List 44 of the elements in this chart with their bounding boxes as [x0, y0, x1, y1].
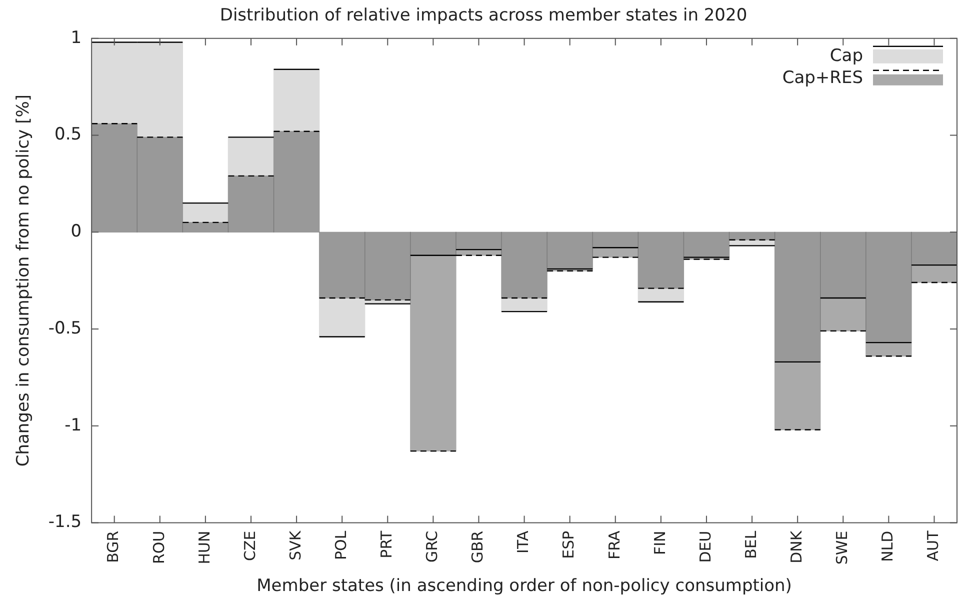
- x-tick-label: BGR: [104, 530, 122, 563]
- legend-label: Cap+RES: [782, 68, 863, 88]
- x-tick-label: AUT: [924, 530, 942, 562]
- bar: [410, 232, 456, 452]
- x-axis-title: Member states (in ascending order of non-policy consumption): [256, 576, 792, 596]
- x-tick-label: NLD: [878, 530, 897, 562]
- y-tick-label: -1: [64, 415, 82, 436]
- bar: [728, 232, 776, 240]
- x-tick-label: GRC: [423, 530, 442, 563]
- bar: [820, 232, 866, 332]
- x-tick-label: SWE: [833, 530, 852, 565]
- bar: [136, 136, 183, 232]
- bar: [638, 232, 684, 289]
- bar: [592, 232, 638, 258]
- bar: [228, 176, 274, 232]
- y-tick-label: 1: [70, 28, 82, 48]
- x-tick-label: ROU: [150, 530, 168, 564]
- x-tick-label: CZE: [240, 530, 259, 562]
- x-tick-label: POL: [332, 530, 350, 560]
- y-tick-label: 0.5: [54, 124, 82, 145]
- chart-title: Distribution of relative impacts across member states in 2020: [220, 6, 748, 26]
- bar: [456, 232, 502, 256]
- x-tick-label: PRT: [378, 530, 396, 558]
- bar: [182, 222, 229, 232]
- x-tick-label: ITA: [514, 530, 532, 554]
- bar: [273, 131, 320, 232]
- x-tick-label: FRA: [605, 530, 624, 560]
- x-tick-label: HUN: [195, 530, 214, 564]
- bar: [92, 123, 138, 232]
- x-tick-label: DEU: [696, 530, 714, 563]
- y-tick-label: -1.5: [48, 512, 82, 532]
- y-tick-label: 0: [70, 222, 82, 242]
- y-axis-title: Changes in consumption from no policy [%]: [14, 94, 34, 467]
- x-tick-label: DNK: [787, 530, 806, 564]
- y-tick-label: -0.5: [48, 318, 82, 338]
- bar: [911, 232, 957, 283]
- x-tick-label: SVK: [286, 530, 304, 560]
- x-tick-label: GBR: [468, 530, 487, 564]
- bar: [774, 232, 821, 430]
- legend-label: Cap: [830, 46, 863, 66]
- x-tick-label: FIN: [650, 530, 669, 556]
- bar: [501, 232, 548, 298]
- x-tick-label: BEL: [742, 530, 760, 559]
- x-tick-label: ESP: [560, 530, 578, 559]
